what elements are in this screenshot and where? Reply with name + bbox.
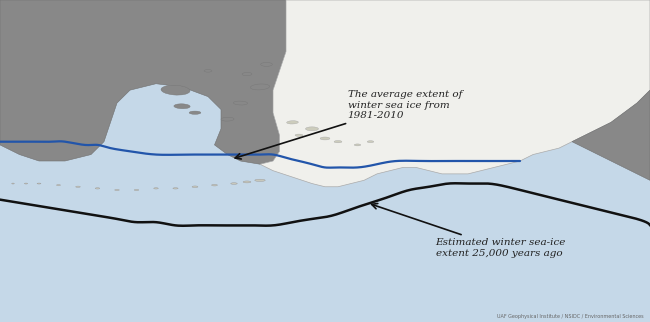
Ellipse shape — [173, 188, 178, 189]
Ellipse shape — [255, 179, 265, 182]
Ellipse shape — [25, 183, 27, 184]
Text: UAF Geophysical Institute / NSIDC / Environmental Sciences: UAF Geophysical Institute / NSIDC / Envi… — [497, 314, 644, 319]
Ellipse shape — [354, 144, 361, 146]
Polygon shape — [572, 90, 650, 180]
Ellipse shape — [192, 186, 198, 187]
Ellipse shape — [57, 185, 60, 186]
Ellipse shape — [250, 84, 270, 90]
Ellipse shape — [287, 121, 298, 124]
Ellipse shape — [261, 62, 272, 66]
Text: The average extent of
winter sea ice from
1981-2010: The average extent of winter sea ice fro… — [235, 90, 462, 159]
Ellipse shape — [174, 104, 190, 109]
Text: Estimated winter sea-ice
extent 25,000 years ago: Estimated winter sea-ice extent 25,000 y… — [372, 204, 566, 258]
Ellipse shape — [189, 111, 201, 114]
Ellipse shape — [306, 127, 318, 131]
Ellipse shape — [221, 117, 234, 121]
Ellipse shape — [295, 134, 303, 137]
Ellipse shape — [75, 186, 81, 187]
Ellipse shape — [334, 140, 342, 143]
Ellipse shape — [161, 85, 190, 95]
Ellipse shape — [134, 189, 139, 191]
Polygon shape — [260, 0, 650, 187]
Ellipse shape — [12, 183, 14, 184]
Ellipse shape — [211, 184, 217, 186]
Ellipse shape — [320, 137, 330, 140]
Ellipse shape — [153, 188, 159, 189]
Polygon shape — [0, 0, 286, 164]
Ellipse shape — [37, 183, 41, 184]
Ellipse shape — [204, 70, 212, 72]
Ellipse shape — [231, 183, 237, 184]
Ellipse shape — [114, 189, 120, 191]
Ellipse shape — [233, 101, 248, 105]
Ellipse shape — [242, 72, 252, 76]
Ellipse shape — [243, 181, 251, 183]
Ellipse shape — [95, 188, 100, 189]
Ellipse shape — [367, 141, 374, 143]
